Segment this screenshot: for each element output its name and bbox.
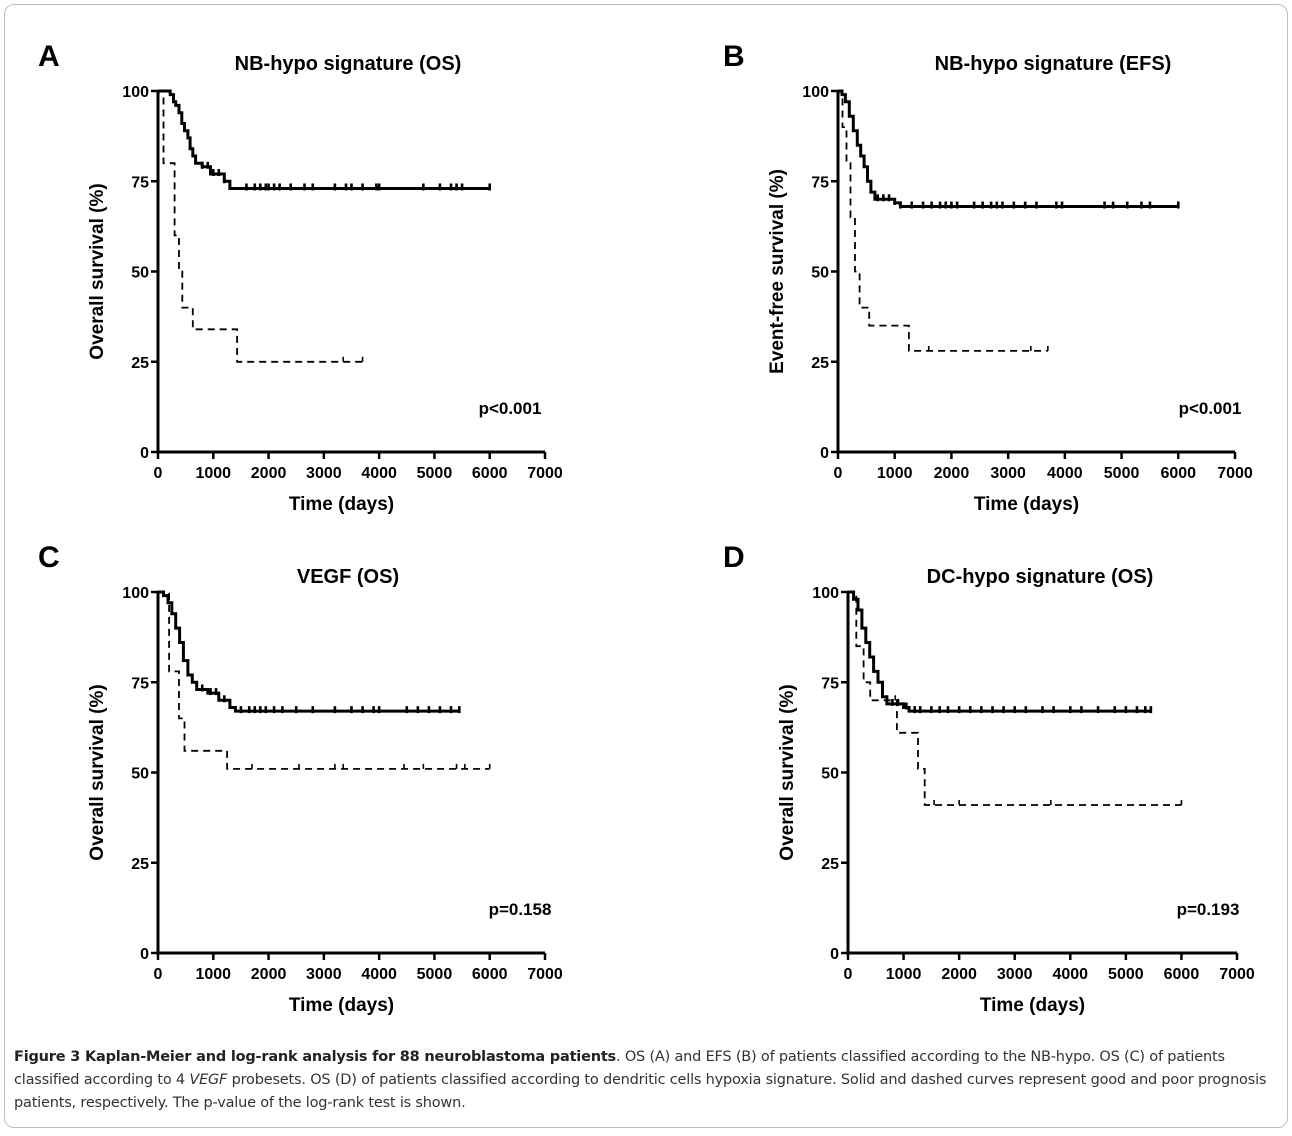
panel-letter: B [723,40,745,73]
p-value-annotation: p=0.158 [489,900,552,919]
x-tick-label: 6000 [1164,966,1200,983]
x-axis-label: Time (days) [289,494,394,515]
x-tick-label: 5000 [1104,465,1140,482]
panel-letter: D [723,541,745,574]
y-tick-label: 50 [811,265,829,282]
y-tick-label: 100 [122,585,149,602]
y-tick-label: 25 [811,355,829,372]
y-tick-label: 75 [131,174,149,191]
x-tick-label: 4000 [1047,465,1083,482]
x-tick-label: 2000 [251,465,287,482]
y-tick-label: 0 [820,445,829,462]
dashed-survival-curve [158,90,363,363]
chart-title: NB-hypo signature (OS) [235,53,462,75]
solid-survival-curve [848,590,1151,713]
caption-text-1: . OS (A) and EFS (B) of patients classif… [14,1049,1225,1088]
y-tick-label: 75 [131,675,149,692]
x-tick-label: 7000 [527,966,563,983]
y-tick-label: 75 [811,174,829,191]
x-tick-label: 5000 [1108,966,1144,983]
p-value-annotation: p<0.001 [1179,399,1242,418]
x-tick-label: 6000 [472,966,508,983]
y-tick-label: 25 [821,856,839,873]
panel-letter: C [38,541,60,574]
x-tick-label: 0 [154,465,163,482]
y-tick-label: 50 [821,766,839,783]
x-tick-label: 5000 [417,465,453,482]
y-tick-label: 100 [812,585,839,602]
solid-survival-curve [838,89,1179,208]
x-tick-label: 4000 [361,966,397,983]
y-tick-label: 0 [830,946,839,963]
y-tick-label: 100 [802,84,829,101]
x-tick-label: 4000 [1052,966,1088,983]
x-tick-label: 0 [154,966,163,983]
x-tick-label: 1000 [886,966,922,983]
x-tick-label: 1000 [195,465,231,482]
solid-survival-curve [158,590,460,713]
x-tick-label: 2000 [251,966,287,983]
y-tick-label: 0 [140,445,149,462]
caption-italic-term: VEGF [189,1072,228,1088]
y-tick-label: 0 [140,946,149,963]
x-tick-label: 6000 [472,465,508,482]
y-axis-label: Event-free survival (%) [767,169,788,374]
y-axis-label: Overall survival (%) [777,684,798,860]
x-axis-label: Time (days) [974,494,1079,515]
x-tick-label: 3000 [997,966,1033,983]
y-tick-label: 50 [131,265,149,282]
chart-title: DC-hypo signature (OS) [927,566,1154,588]
x-tick-label: 4000 [361,465,397,482]
chart-title: NB-hypo signature (EFS) [935,53,1172,75]
y-tick-label: 100 [122,84,149,101]
x-tick-label: 3000 [306,465,342,482]
x-tick-label: 2000 [941,966,977,983]
x-tick-label: 2000 [934,465,970,482]
chart-title: VEGF (OS) [297,566,399,588]
x-axis-label: Time (days) [980,995,1085,1016]
x-tick-label: 7000 [1219,966,1255,983]
figure-frame [4,4,1288,1128]
dashed-survival-curve [158,591,490,770]
y-axis-label: Overall survival (%) [87,684,108,860]
dashed-survival-curve [848,591,1182,806]
p-value-annotation: p=0.193 [1177,900,1240,919]
x-tick-label: 0 [844,966,853,983]
x-tick-label: 3000 [990,465,1026,482]
y-tick-label: 25 [131,355,149,372]
y-tick-label: 75 [821,675,839,692]
figure-caption: Figure 3 Kaplan-Meier and log-rank analy… [14,1046,1280,1115]
x-tick-label: 7000 [527,465,563,482]
x-tick-label: 0 [834,465,843,482]
caption-text-2: probesets. OS (D) of patients classified… [14,1072,1267,1111]
solid-survival-curve [158,89,490,190]
p-value-annotation: p<0.001 [479,399,542,418]
x-axis-label: Time (days) [289,995,394,1016]
x-tick-label: 7000 [1217,465,1253,482]
dashed-survival-curve [838,90,1048,352]
x-tick-label: 1000 [195,966,231,983]
y-tick-label: 50 [131,766,149,783]
x-tick-label: 1000 [877,465,913,482]
panel-letter: A [38,40,60,73]
x-tick-label: 5000 [417,966,453,983]
x-tick-label: 3000 [306,966,342,983]
y-axis-label: Overall survival (%) [87,183,108,359]
caption-label: Figure 3 Kaplan-Meier and log-rank analy… [14,1049,616,1065]
x-tick-label: 6000 [1160,465,1196,482]
y-tick-label: 25 [131,856,149,873]
